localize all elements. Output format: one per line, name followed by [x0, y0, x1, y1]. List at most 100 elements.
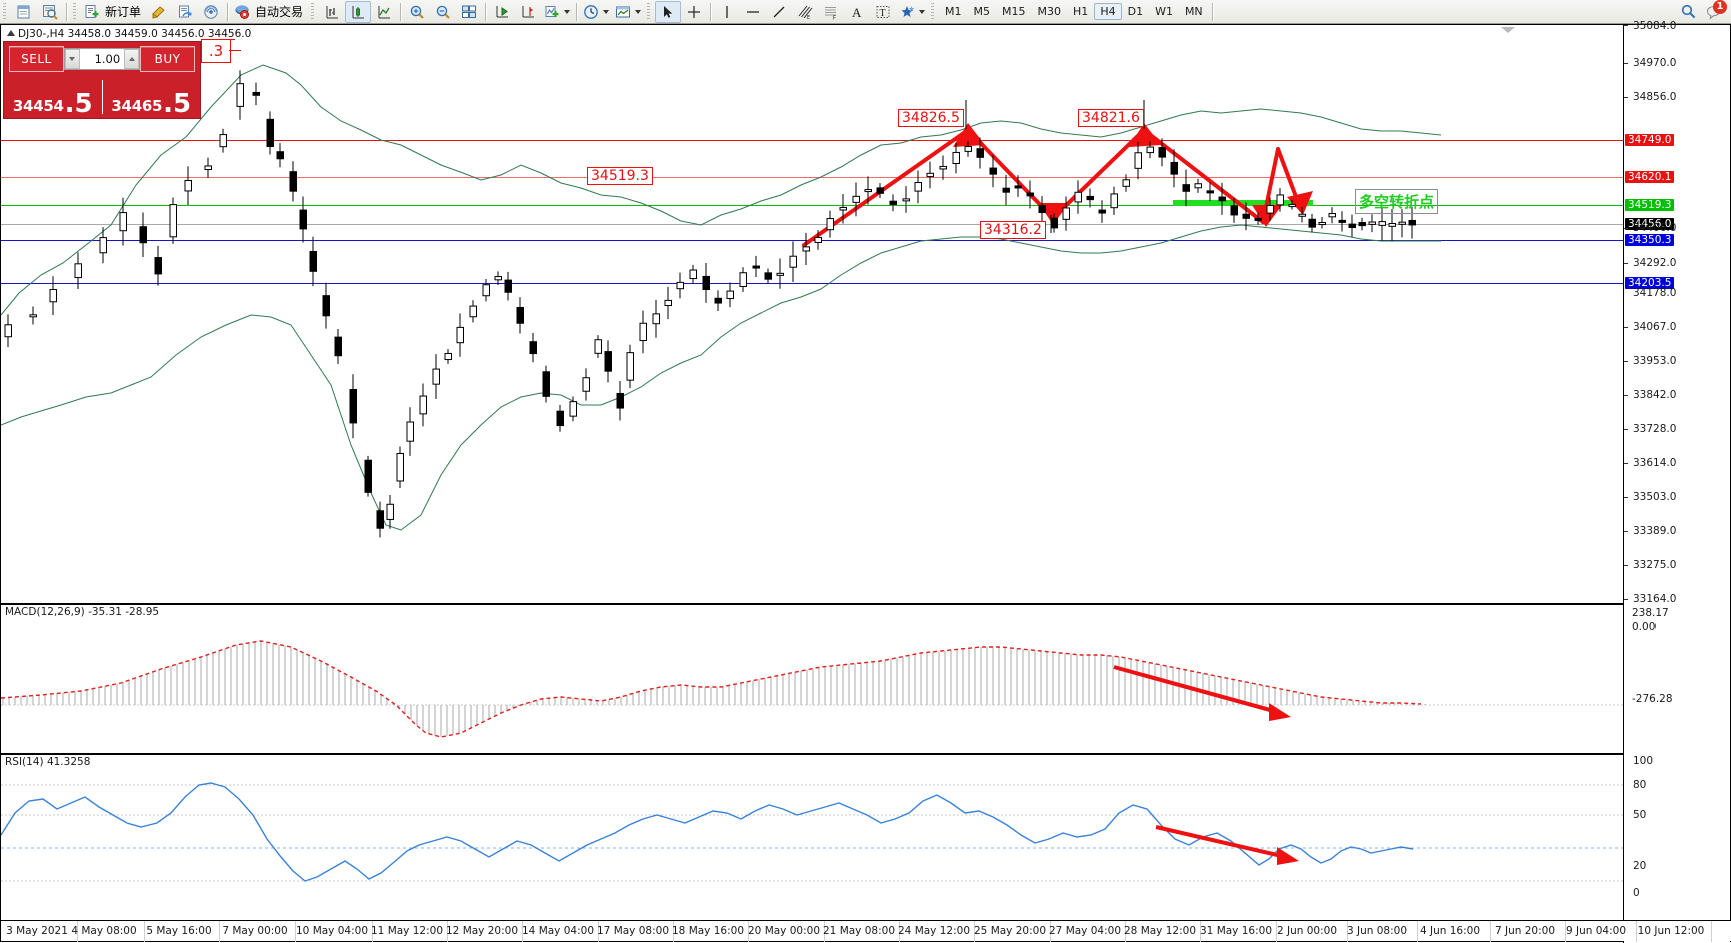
lot-size-stepper[interactable]: 1.00	[63, 48, 141, 70]
horizontal-line-icon[interactable]	[740, 1, 766, 23]
price-chart-svg	[1, 64, 1442, 531]
auto-scroll-icon[interactable]	[489, 1, 515, 23]
blue-line-2	[1, 283, 1623, 284]
metaeditor-icon[interactable]	[146, 1, 172, 23]
one-click-trading-panel[interactable]: SELL 1.00 BUY 34454 .5 34465 .5	[3, 41, 201, 119]
time-axis[interactable]: 3 May 2021 4 May 08:00 5 May 16:00 7 May 00…	[1, 920, 1731, 942]
time-separator-2	[219, 921, 220, 942]
candle-body	[1038, 205, 1046, 214]
lot-increase-button[interactable]	[124, 49, 140, 69]
crosshair-icon[interactable]	[681, 1, 707, 23]
candle-body	[902, 198, 910, 202]
rsi-axis[interactable]: 100 80 50 20 0	[1623, 753, 1730, 943]
bar-chart-icon[interactable]	[319, 1, 345, 23]
text-label-icon[interactable]: T	[870, 1, 896, 23]
shapes-icon[interactable]	[896, 1, 928, 23]
macd-axis[interactable]: 238.17 0.00 -276.28	[1623, 603, 1730, 753]
chart-shift-icon[interactable]	[515, 1, 541, 23]
text-icon[interactable]: A	[844, 1, 870, 23]
candle-body	[839, 206, 847, 211]
chevron-down-icon[interactable]	[564, 9, 571, 14]
zoom-out-icon[interactable]	[430, 1, 456, 23]
toolbar-grip-4[interactable]	[646, 2, 654, 21]
sell-quote[interactable]: 34454 .5	[4, 76, 102, 118]
candle-body	[482, 284, 490, 297]
lot-decrease-button[interactable]	[64, 49, 80, 69]
tab-timeframe-mn[interactable]: MN	[1184, 5, 1203, 18]
y-label-34970: 34970.0	[1633, 57, 1677, 69]
price-axis[interactable]: 35084.0 34970.0 34856.0 34749.0 34620.1 …	[1623, 20, 1730, 605]
mid-level-label: 34519.3	[587, 167, 653, 185]
auto-trading-button[interactable]: 自动交易	[231, 1, 308, 23]
buy-button[interactable]: BUY	[140, 46, 195, 72]
notification-icon[interactable]: 1	[1701, 0, 1727, 23]
vertical-line-icon[interactable]	[714, 1, 740, 23]
buy-quote[interactable]: 34465 .5	[103, 76, 201, 118]
candle-body	[266, 118, 274, 148]
time-label-14: 27 May 04:00	[1048, 925, 1122, 937]
collapse-triangle-icon[interactable]	[7, 30, 15, 36]
equidistant-channel-icon[interactable]: E	[792, 1, 818, 23]
y-label-34406: 34406.0	[1633, 222, 1677, 234]
main-toolbar: 新订单 自动交易	[0, 0, 1731, 24]
market-watch-icon[interactable]	[37, 1, 63, 23]
spread-leader-line-2	[229, 50, 241, 51]
time-separator-3	[295, 921, 296, 942]
time-separator-14	[1125, 921, 1126, 942]
cursor-icon[interactable]	[655, 0, 682, 23]
add-indicator-icon[interactable]	[541, 1, 573, 23]
toolbar-divider-3	[400, 2, 402, 21]
templates-icon[interactable]	[612, 1, 644, 23]
tile-windows-icon[interactable]	[456, 1, 482, 23]
new-chart-icon[interactable]	[11, 1, 37, 23]
tab-timeframe-m30[interactable]: M30	[1037, 5, 1062, 18]
pane-separator-rsi[interactable]	[1, 753, 1730, 755]
tab-timeframe-h4[interactable]: H4	[1094, 3, 1122, 20]
signals-icon[interactable]	[172, 1, 198, 23]
tab-timeframe-m5[interactable]: M5	[973, 5, 991, 18]
vps-icon[interactable]	[198, 1, 224, 23]
toolbar-grip-3[interactable]	[310, 2, 318, 21]
symbol-ohlc-text: DJ30-,H4 34458.0 34459.0 34456.0 34456.0	[18, 28, 252, 40]
buy-price-integer: 34465	[111, 97, 163, 115]
lot-size-input[interactable]: 1.00	[94, 52, 121, 66]
pane-separator-macd[interactable]	[1, 603, 1730, 605]
candle-body	[456, 326, 464, 344]
toolbar-grip-2[interactable]	[72, 2, 79, 21]
chart-scroll-chevron[interactable]	[1501, 27, 1515, 33]
period-clock-icon[interactable]	[580, 1, 612, 23]
chevron-down-icon-2[interactable]	[603, 9, 610, 14]
tab-timeframe-w1[interactable]: W1	[1155, 5, 1173, 18]
candle-body	[29, 314, 37, 318]
zoom-in-icon[interactable]	[404, 1, 430, 23]
y-tick	[1624, 63, 1628, 64]
time-separator-1	[144, 921, 145, 942]
sell-button[interactable]: SELL	[9, 46, 64, 72]
time-label-22: 10 Jun 12:00	[1637, 925, 1705, 937]
chevron-down-icon-3[interactable]	[635, 9, 642, 14]
blue-level-2-badge: 34203.5	[1625, 277, 1675, 289]
tab-timeframe-m1[interactable]: M1	[945, 5, 962, 18]
new-order-button[interactable]: 新订单	[81, 1, 146, 23]
candle-body	[364, 459, 372, 493]
y-tick	[1624, 361, 1628, 362]
trade-panel-top-row: SELL 1.00 BUY	[4, 42, 200, 76]
line-chart-icon[interactable]	[371, 1, 397, 23]
toolbar-divider-5	[576, 2, 578, 21]
tab-timeframe-h1[interactable]: H1	[1073, 5, 1089, 18]
tab-timeframe-m15[interactable]: M15	[1002, 5, 1026, 18]
search-icon[interactable]	[1675, 1, 1701, 23]
trendline-icon[interactable]	[766, 1, 792, 23]
toolbar-grip[interactable]	[2, 2, 9, 21]
tab-timeframe-d1[interactable]: D1	[1127, 5, 1144, 18]
chevron-down-icon-4[interactable]	[919, 9, 926, 14]
candle-body	[494, 276, 502, 281]
fibonacci-retracement-icon[interactable]: F	[818, 1, 844, 23]
chart-canvas[interactable]: 34826.5 34821.6 34316.2 34519.3 多空转折点 35…	[0, 20, 1731, 943]
candle-body	[852, 195, 860, 203]
time-separator-5	[447, 921, 448, 942]
candle-body	[864, 189, 872, 193]
toolbar-grip-5[interactable]	[930, 2, 938, 21]
candle-body	[1086, 195, 1094, 201]
candlestick-chart-icon[interactable]	[345, 0, 372, 23]
